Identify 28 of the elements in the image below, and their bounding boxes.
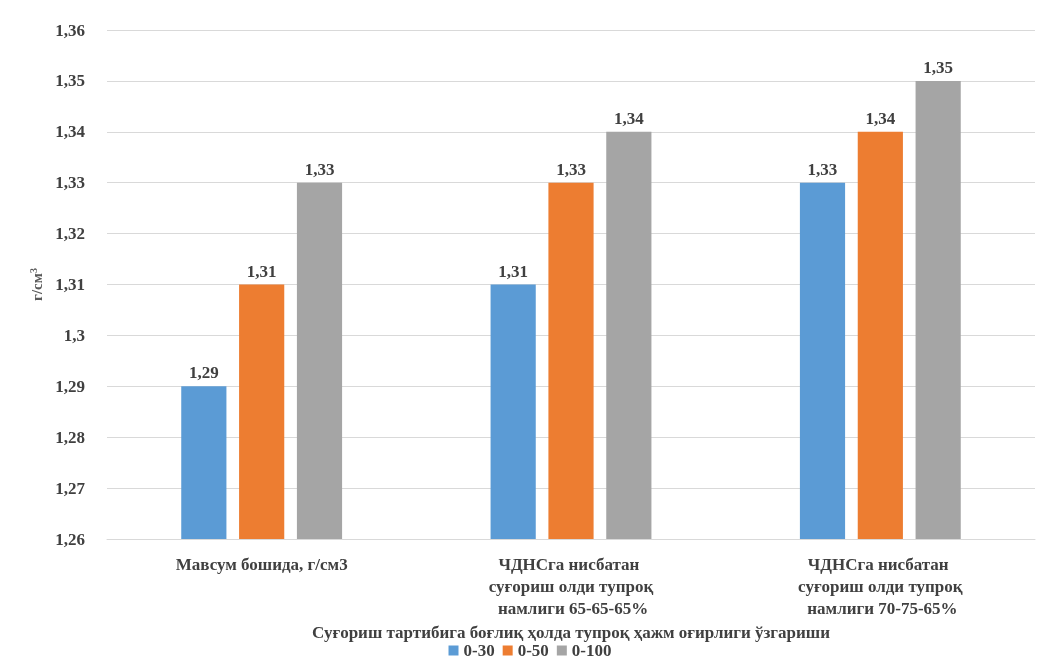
y-tick-label: 1,33 bbox=[55, 173, 85, 193]
data-label: 1,33 bbox=[807, 159, 838, 179]
y-tick-label: 1,36 bbox=[55, 20, 85, 40]
data-label: 1,34 bbox=[613, 108, 645, 128]
x-axis-title: Суғориш тартибига боғлиқ ҳолда тупроқ ҳажм оғирлиги ўзгариши bbox=[312, 622, 831, 642]
data-label: 1,29 bbox=[188, 363, 219, 383]
y-tick-label: 1,27 bbox=[55, 478, 86, 498]
data-label: 1,34 bbox=[865, 108, 896, 128]
x-tick-label: ЧДНСга нисбатан суғориш олди тупроқ намлиги 70-75-65% bbox=[798, 554, 963, 618]
y-axis-title: г/см3 bbox=[28, 268, 45, 301]
y-tick-label: 1,29 bbox=[55, 376, 85, 396]
y-tick-label: 1,31 bbox=[55, 275, 85, 294]
data-label: 1,31 bbox=[246, 261, 277, 281]
data-label: 1,33 bbox=[304, 159, 335, 179]
legend-label: 0-30 bbox=[463, 641, 495, 660]
x-tick-label: ЧДНСга нисбатан суғориш олди тупроқ намлиги 65-65-65% bbox=[488, 554, 654, 618]
legend-label: 0-50 bbox=[517, 641, 549, 660]
y-tick-label: 1,32 bbox=[55, 224, 85, 244]
data-label: 1,35 bbox=[923, 57, 954, 77]
data-label: 1,31 bbox=[498, 261, 529, 281]
y-tick-label: 1,35 bbox=[55, 71, 85, 91]
y-tick-label: 1,28 bbox=[55, 427, 85, 447]
y-tick-label: 1,34 bbox=[55, 122, 86, 142]
y-tick-label: 1,26 bbox=[55, 529, 85, 549]
y-tick-label: 1,3 bbox=[63, 325, 85, 345]
x-tick-label: Мавсум бошида, г/см3 bbox=[175, 554, 348, 574]
legend-label: 0-100 bbox=[571, 641, 612, 660]
data-label: 1,33 bbox=[556, 159, 586, 179]
